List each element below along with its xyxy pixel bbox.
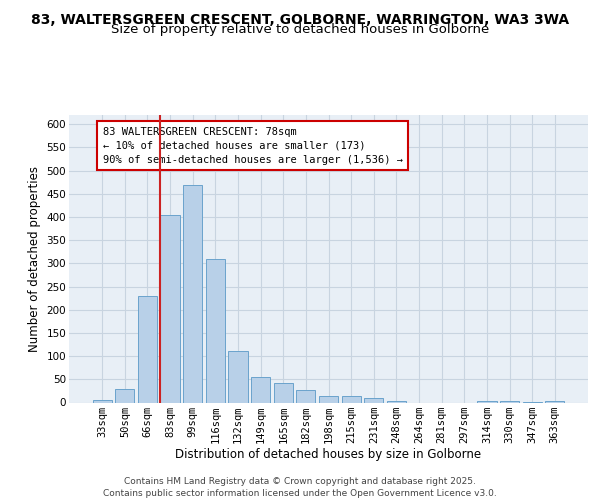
Bar — [319, 396, 338, 402]
Bar — [296, 390, 316, 402]
Bar — [500, 401, 519, 402]
Bar — [115, 388, 134, 402]
Bar — [364, 398, 383, 402]
Bar — [160, 214, 180, 402]
Bar — [387, 400, 406, 402]
Bar — [477, 400, 497, 402]
Text: Contains HM Land Registry data © Crown copyright and database right 2025.
Contai: Contains HM Land Registry data © Crown c… — [103, 476, 497, 498]
Bar — [229, 352, 248, 403]
Bar — [251, 377, 270, 402]
Text: 83, WALTERSGREEN CRESCENT, GOLBORNE, WARRINGTON, WA3 3WA: 83, WALTERSGREEN CRESCENT, GOLBORNE, WAR… — [31, 12, 569, 26]
Bar — [183, 184, 202, 402]
Bar — [274, 383, 293, 402]
Y-axis label: Number of detached properties: Number of detached properties — [28, 166, 41, 352]
Bar — [341, 396, 361, 402]
Bar — [545, 401, 565, 402]
Text: 83 WALTERSGREEN CRESCENT: 78sqm
← 10% of detached houses are smaller (173)
90% o: 83 WALTERSGREEN CRESCENT: 78sqm ← 10% of… — [103, 126, 403, 164]
Bar — [92, 400, 112, 402]
Bar — [206, 259, 225, 402]
Bar — [138, 296, 157, 403]
Text: Size of property relative to detached houses in Golborne: Size of property relative to detached ho… — [111, 24, 489, 36]
X-axis label: Distribution of detached houses by size in Golborne: Distribution of detached houses by size … — [175, 448, 482, 462]
